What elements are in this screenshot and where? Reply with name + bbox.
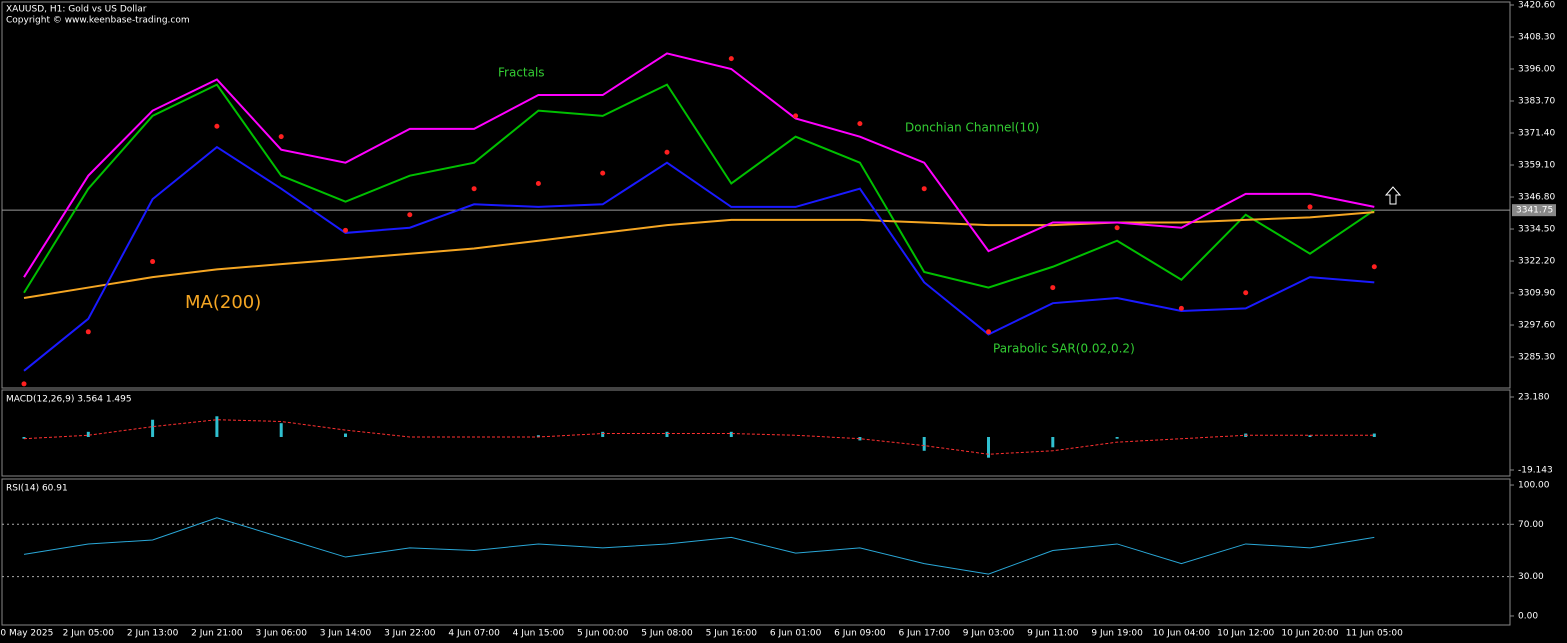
sar-dot: [728, 56, 734, 62]
y-tick-label: 3346.80: [1518, 193, 1555, 203]
y-tick-label: 3396.00: [1518, 65, 1555, 75]
sar-dot: [471, 186, 477, 192]
rsi-panel: [1, 478, 1511, 626]
y-tick-label: 3359.10: [1518, 161, 1555, 171]
y-tick-label: 0.00: [1518, 611, 1538, 621]
series-line: [23, 517, 1375, 575]
sar-dot: [407, 212, 413, 218]
x-tick-label: 4 Jun 15:00: [513, 629, 565, 639]
y-tick-label: 3322.20: [1518, 257, 1555, 267]
x-tick-label: 4 Jun 07:00: [448, 629, 500, 639]
x-tick-label: 9 Jun 19:00: [1091, 629, 1143, 639]
sar-dot: [278, 134, 284, 140]
y-tick-label: 3383.70: [1518, 97, 1555, 107]
x-tick-label: 2 Jun 21:00: [191, 629, 243, 639]
sar-dot: [214, 123, 220, 129]
x-tick-label: 2 Jun 05:00: [63, 629, 115, 639]
arrow-icon: [1384, 186, 1402, 205]
macd-title: MACD(12,26,9) 3.564 1.495: [6, 395, 132, 405]
fractals-label: Fractals: [498, 66, 545, 80]
series-line: [23, 52, 1375, 278]
sar-dot: [857, 121, 863, 127]
sar-dot: [150, 259, 156, 265]
sar-dot: [1114, 225, 1120, 231]
sar-dot: [535, 180, 541, 186]
x-tick-label: 10 Jun 20:00: [1281, 629, 1338, 639]
x-tick-label: 5 Jun 08:00: [641, 629, 693, 639]
sar-dot: [1307, 204, 1313, 210]
sar-dot: [986, 329, 991, 335]
donchian-label: Donchian Channel(10): [905, 121, 1039, 135]
sar-dot: [1050, 285, 1056, 291]
x-tick-label: 3 Jun 22:00: [384, 629, 436, 639]
sar-dot: [1371, 264, 1377, 270]
ma-label: MA(200): [185, 292, 261, 313]
x-tick-label: 3 Jun 14:00: [320, 629, 372, 639]
sar-dot: [921, 186, 927, 192]
sar-dot: [793, 113, 799, 119]
sar-dot: [343, 227, 348, 233]
price-box: [1512, 204, 1556, 217]
series-line: [23, 83, 1375, 294]
x-tick-label: 30 May 2025: [0, 629, 53, 639]
sar-label: Parabolic SAR(0.02,0.2): [993, 342, 1135, 356]
price-panel: [1, 1, 1511, 389]
series-line: [23, 211, 1375, 299]
y-tick-label: -19.143: [1518, 466, 1553, 476]
x-tick-label: 2 Jun 13:00: [127, 629, 179, 639]
sar-dot: [85, 329, 91, 335]
y-tick-label: 3334.50: [1518, 225, 1555, 235]
x-tick-label: 9 Jun 11:00: [1027, 629, 1079, 639]
y-tick-label: 23.180: [1518, 393, 1550, 403]
sar-dot: [1178, 305, 1184, 311]
x-tick-label: 6 Jun 01:00: [770, 629, 822, 639]
y-tick-label: 3297.60: [1518, 321, 1555, 331]
y-tick-label: 3408.30: [1518, 33, 1555, 43]
y-tick-label: 3420.60: [1518, 1, 1555, 11]
sar-dot: [664, 149, 670, 155]
sar-dot: [600, 170, 606, 176]
x-tick-label: 3 Jun 06:00: [255, 629, 307, 639]
series-line: [23, 145, 1375, 372]
x-tick-label: 6 Jun 09:00: [834, 629, 886, 639]
y-tick-label: 3285.30: [1518, 353, 1555, 363]
x-tick-label: 11 Jun 05:00: [1346, 629, 1403, 639]
x-tick-label: 10 Jun 04:00: [1153, 629, 1210, 639]
y-tick-label: 30.00: [1518, 572, 1544, 582]
current-price-label: 3341.75: [1516, 206, 1553, 216]
y-tick-label: 70.00: [1518, 520, 1544, 530]
series-line: [23, 419, 1375, 455]
sar-dot: [21, 381, 27, 387]
chart-title: XAUUSD, H1: Gold vs US Dollar: [6, 5, 147, 15]
x-tick-label: 10 Jun 12:00: [1217, 629, 1274, 639]
y-tick-label: 100.00: [1518, 481, 1550, 491]
x-tick-label: 5 Jun 16:00: [706, 629, 758, 639]
y-tick-label: 3371.40: [1518, 129, 1555, 139]
x-tick-label: 5 Jun 00:00: [577, 629, 629, 639]
sar-dot: [1243, 290, 1249, 296]
copyright: Copyright © www.keenbase-trading.com: [6, 16, 190, 26]
rsi-title: RSI(14) 60.91: [6, 484, 68, 494]
y-tick-label: 3309.90: [1518, 289, 1555, 299]
x-tick-label: 9 Jun 03:00: [963, 629, 1015, 639]
macd-panel: [1, 389, 1511, 477]
x-tick-label: 6 Jun 17:00: [898, 629, 950, 639]
